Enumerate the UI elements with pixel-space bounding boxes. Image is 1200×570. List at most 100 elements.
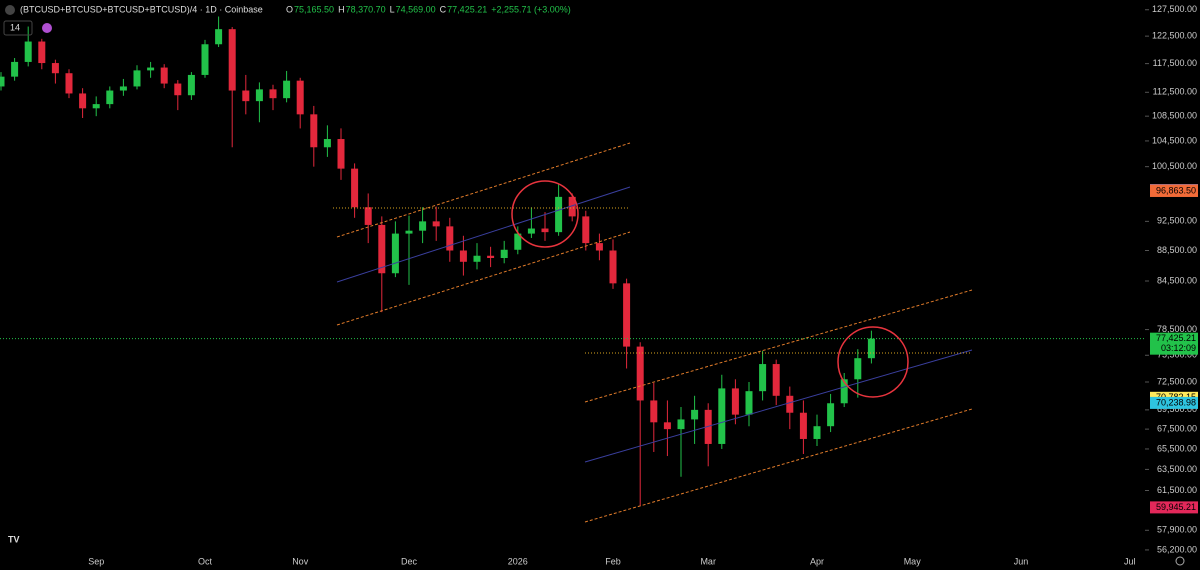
candle-body (609, 250, 617, 284)
y-tick-label: 78,500.00 (1157, 324, 1197, 334)
y-tick-label: 65,500.00 (1157, 443, 1197, 453)
candle-body (24, 41, 32, 62)
y-tick-label: 67,500.00 (1157, 424, 1197, 434)
ohlc-label: H (338, 4, 345, 14)
candle-body (296, 80, 304, 115)
candle-body (255, 89, 263, 102)
x-tick-label: Jul (1124, 556, 1136, 566)
candle-body (487, 255, 495, 259)
highlight-circle (837, 326, 909, 398)
ohlc-legend: O 75,165.50 H 78,370.70 L 74,569.00 C 77,425.21… (286, 4, 571, 14)
candle-body (595, 243, 603, 251)
candle-body (473, 255, 481, 262)
ohlc-label: L (390, 4, 395, 14)
candle-body (0, 76, 5, 87)
y-tick-label: 84,500.00 (1157, 275, 1197, 285)
y-tick-label: 117,500.00 (1153, 58, 1197, 68)
candle-body (514, 233, 522, 250)
ohlc-label: C (440, 4, 447, 14)
candle-body (568, 196, 576, 217)
symbol: (BTCUSD+BTCUSD+BTCUSD+BTCUSD)/4 · 1D · C… (20, 4, 263, 14)
channel-upper (336, 142, 631, 238)
candle-body (133, 70, 141, 87)
candle-body (772, 364, 780, 396)
x-tick-label: Dec (401, 556, 418, 566)
candle-body (419, 221, 427, 231)
y-tick-label: 61,500.00 (1157, 485, 1197, 495)
channel-lower (336, 231, 631, 326)
axis-labels: 127,500.00 122,500.00 117,500.00 112,500.00… (88, 4, 1198, 566)
x-tick-label: Feb (605, 556, 621, 566)
x-tick-label: Oct (198, 556, 213, 566)
candle-body (731, 388, 739, 415)
highlight-circle (511, 180, 579, 248)
channel-upper (584, 289, 973, 403)
ohlc-value: 78,370.70 (346, 4, 386, 14)
x-tick-label: Jun (1014, 556, 1029, 566)
ohlc-value: 74,569.00 (396, 4, 436, 14)
y-tick-label: 92,500.00 (1157, 216, 1197, 226)
y-tick-label: 127,500.00 (1152, 4, 1197, 14)
x-tick-label: Apr (810, 556, 824, 566)
candle-body (745, 391, 753, 415)
logo: TV (8, 534, 20, 544)
ohlc-label: O (286, 4, 293, 14)
channel-mid (336, 186, 631, 283)
channel-lower (584, 408, 973, 523)
candle-body (582, 216, 590, 244)
candle-body (147, 67, 155, 71)
candle-body (283, 80, 291, 99)
candle-body (391, 233, 399, 274)
candle-body (759, 364, 767, 392)
candle-body (310, 114, 318, 148)
candle-body (813, 426, 821, 439)
candle-body (691, 409, 699, 420)
candle-body (677, 419, 685, 430)
candle-body (38, 41, 46, 64)
candle-body (51, 63, 59, 74)
y-tick-label: 112,500.00 (1153, 87, 1197, 97)
countdown: 03:12:09 (1161, 343, 1196, 353)
candle-body (405, 230, 413, 234)
y-tick-label: 100,500.00 (1152, 161, 1197, 171)
candle-body (242, 90, 250, 102)
candle-body (636, 346, 644, 401)
candle-body (323, 139, 331, 148)
x-tick-label: 2026 (508, 556, 528, 566)
y-tick-label: 88,500.00 (1157, 245, 1197, 255)
y-tick-label: 122,500.00 (1152, 31, 1197, 41)
candle-body (337, 139, 345, 169)
y-tick-label: 104,500.00 (1152, 135, 1197, 145)
candle-body (840, 379, 848, 404)
settings-icon[interactable] (1175, 556, 1185, 566)
ohlc-value: 75,165.50 (294, 4, 334, 14)
info-icon (5, 5, 15, 15)
indicator-value: 14 (10, 22, 20, 32)
candle-body (201, 44, 209, 75)
x-tick-label: Mar (700, 556, 716, 566)
candle-body (786, 395, 794, 413)
drawings (333, 142, 973, 523)
candle-body (663, 422, 671, 430)
change: +2,255.71 (+3.00%) (491, 4, 571, 14)
x-tick-label: Nov (292, 556, 309, 566)
price-label-bg (1150, 501, 1198, 514)
candle-body (119, 86, 127, 91)
y-tick-label: 57,900.00 (1157, 525, 1197, 535)
candle-body (160, 67, 168, 84)
ohlc-value: 77,425.21 (447, 4, 487, 14)
indicator-dot[interactable] (42, 23, 52, 33)
candle-body (215, 29, 223, 45)
price-axis (1145, 0, 1200, 570)
candle-body (650, 400, 658, 423)
candle-body (79, 93, 87, 109)
x-tick-label: Sep (88, 556, 104, 566)
candle-body (704, 409, 712, 444)
y-tick-label: 108,500.00 (1152, 111, 1197, 121)
y-tick-label: 56,200.00 (1157, 544, 1197, 554)
indicator-badge (3, 20, 33, 36)
price-label: 70,238.98 (1156, 397, 1196, 407)
candle-body (187, 74, 195, 96)
